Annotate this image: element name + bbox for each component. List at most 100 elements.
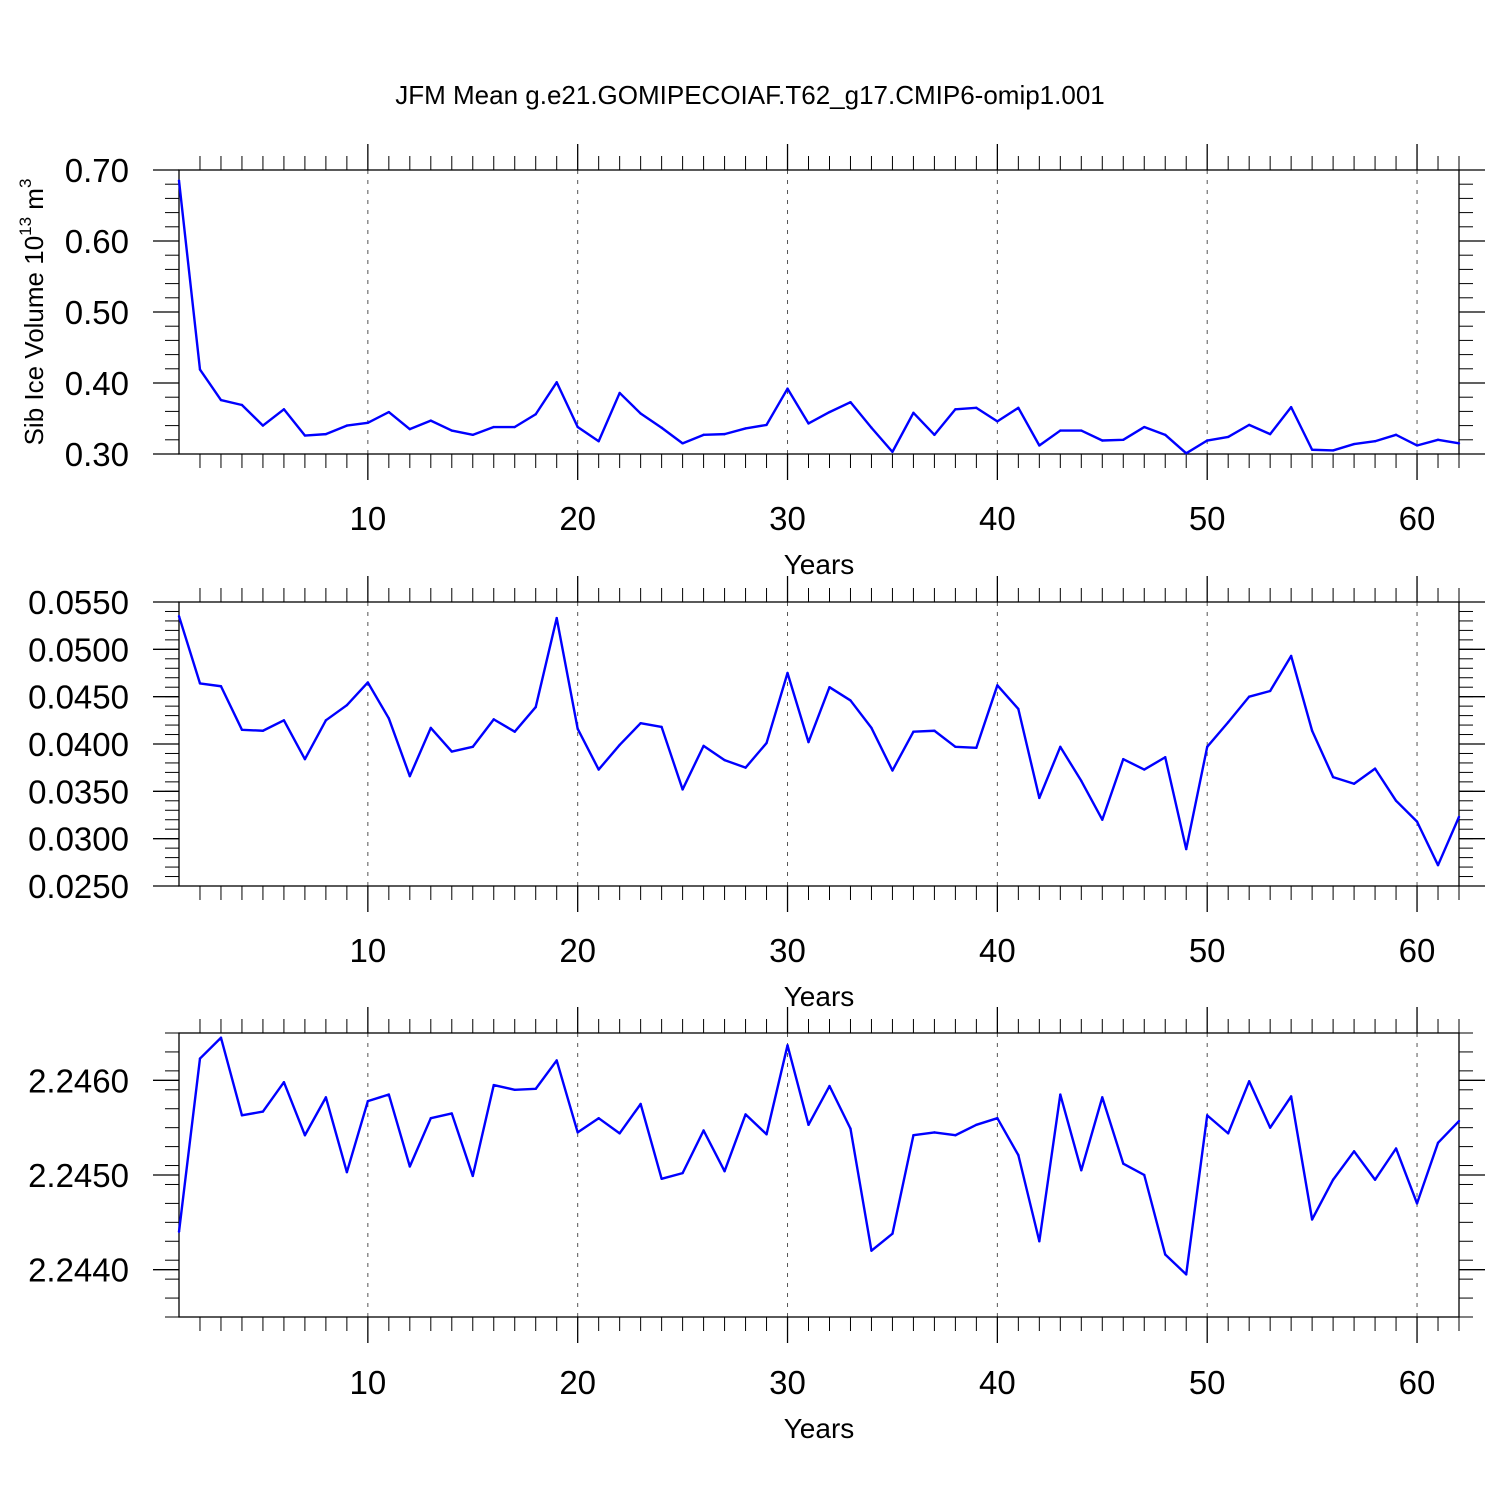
y-tick-label: 0.50: [65, 294, 129, 331]
y-axis-label-text: m: [19, 188, 49, 217]
data-point: [450, 1112, 453, 1115]
data-point: [450, 429, 453, 432]
data-point: [1164, 1253, 1167, 1256]
data-point: [954, 745, 957, 749]
x-tick-label: 20: [559, 932, 596, 969]
data-point: [618, 1132, 621, 1135]
plot-frame: [178, 169, 1460, 455]
x-tick-label: 30: [769, 1364, 806, 1401]
data-point: [1289, 405, 1293, 409]
data-point: [240, 1114, 244, 1117]
x-tick-label: 20: [559, 500, 596, 537]
data-point: [681, 442, 684, 445]
data-point: [723, 432, 726, 436]
data-point: [1226, 721, 1230, 724]
data-point: [198, 368, 202, 371]
data-point: [891, 1232, 894, 1235]
data-point: [1017, 406, 1020, 410]
x-tick-label: 30: [769, 500, 806, 537]
data-point: [471, 433, 474, 437]
data-point: [1205, 439, 1209, 442]
data-point: [933, 1131, 936, 1134]
panel-ice-volume: 0.30 0.40 0.50 0.60 0.70 10 20 30 40 50 60 Years Sib…: [16, 144, 1485, 580]
data-point: [849, 400, 852, 404]
data-point: [807, 422, 810, 425]
panel-snow-volume: 0.0250 0.0300 0.0350 0.0400 0.0450 0.0500 0.05…: [28, 576, 1485, 1012]
data-point: [219, 398, 223, 402]
data-point: [1373, 440, 1377, 443]
data-point: [1205, 745, 1209, 749]
data-point: [870, 1249, 873, 1252]
y-tick-label: 0.0350: [28, 773, 129, 810]
data-point: [1457, 815, 1461, 819]
series-line: [177, 615, 1461, 867]
y-tick-label: 0.0250: [28, 868, 129, 905]
data-point: [1080, 779, 1083, 783]
x-tick-label: 50: [1189, 932, 1226, 969]
data-point: [345, 424, 349, 427]
data-point: [1310, 1218, 1314, 1221]
data-point: [1436, 438, 1440, 441]
data-point: [303, 1134, 307, 1137]
data-point: [681, 788, 684, 791]
data-point: [765, 423, 768, 427]
x-tick-label: 60: [1399, 500, 1436, 537]
data-point: [534, 1087, 537, 1091]
data-point: [492, 718, 495, 721]
x-axis-label: Years: [784, 981, 855, 1012]
data-point: [471, 1174, 474, 1178]
data-point: [1185, 452, 1188, 455]
y-tick-label: 0.60: [65, 223, 129, 260]
data-point: [1310, 448, 1314, 451]
data-point: [786, 387, 789, 390]
data-point: [639, 1102, 642, 1106]
data-point: [513, 1088, 516, 1092]
data-point: [1268, 689, 1272, 693]
data-point: [555, 616, 558, 620]
data-point: [933, 729, 936, 732]
y-tick-label: 0.30: [65, 436, 129, 473]
data-point: [1122, 1162, 1125, 1165]
data-point: [975, 746, 978, 749]
y-tick-label: 0.0400: [28, 726, 129, 763]
data-point: [1352, 442, 1356, 446]
y-axis-label-superscript: 3: [16, 179, 35, 188]
data-point: [198, 1057, 202, 1060]
data-point: [1247, 423, 1251, 427]
data-point: [429, 1117, 433, 1120]
data-point: [1205, 1114, 1209, 1117]
data-point: [471, 745, 474, 749]
data-point: [1352, 1150, 1356, 1153]
data-point: [975, 1123, 978, 1127]
data-point: [954, 408, 957, 411]
data-point: [723, 1170, 726, 1173]
data-point: [702, 1129, 705, 1132]
x-tick-label: 20: [559, 1364, 596, 1401]
data-point: [345, 703, 349, 707]
data-point: [534, 413, 537, 416]
data-point: [765, 1133, 768, 1136]
data-point: [240, 728, 244, 731]
data-point: [954, 1134, 957, 1137]
data-point: [219, 1036, 223, 1039]
data-point: [324, 719, 328, 722]
data-point: [828, 1084, 831, 1088]
data-point: [618, 391, 621, 395]
data-point: [1457, 442, 1461, 445]
data-point: [1101, 439, 1104, 442]
data-point: [912, 411, 915, 415]
data-point: [1373, 767, 1377, 770]
x-tick-label: 50: [1189, 1364, 1226, 1401]
data-point: [828, 410, 831, 414]
data-point: [576, 727, 579, 731]
data-point: [324, 1096, 328, 1099]
data-point: [639, 721, 642, 725]
plot-frame: [178, 1032, 1460, 1318]
x-tick-label: 10: [349, 500, 386, 537]
data-point: [1017, 1153, 1020, 1157]
y-axis-label-superscript: 13: [16, 217, 35, 236]
x-tick-label: 60: [1399, 932, 1436, 969]
data-point: [702, 744, 705, 748]
data-point: [702, 433, 705, 437]
y-tick-label: 0.40: [65, 365, 129, 402]
